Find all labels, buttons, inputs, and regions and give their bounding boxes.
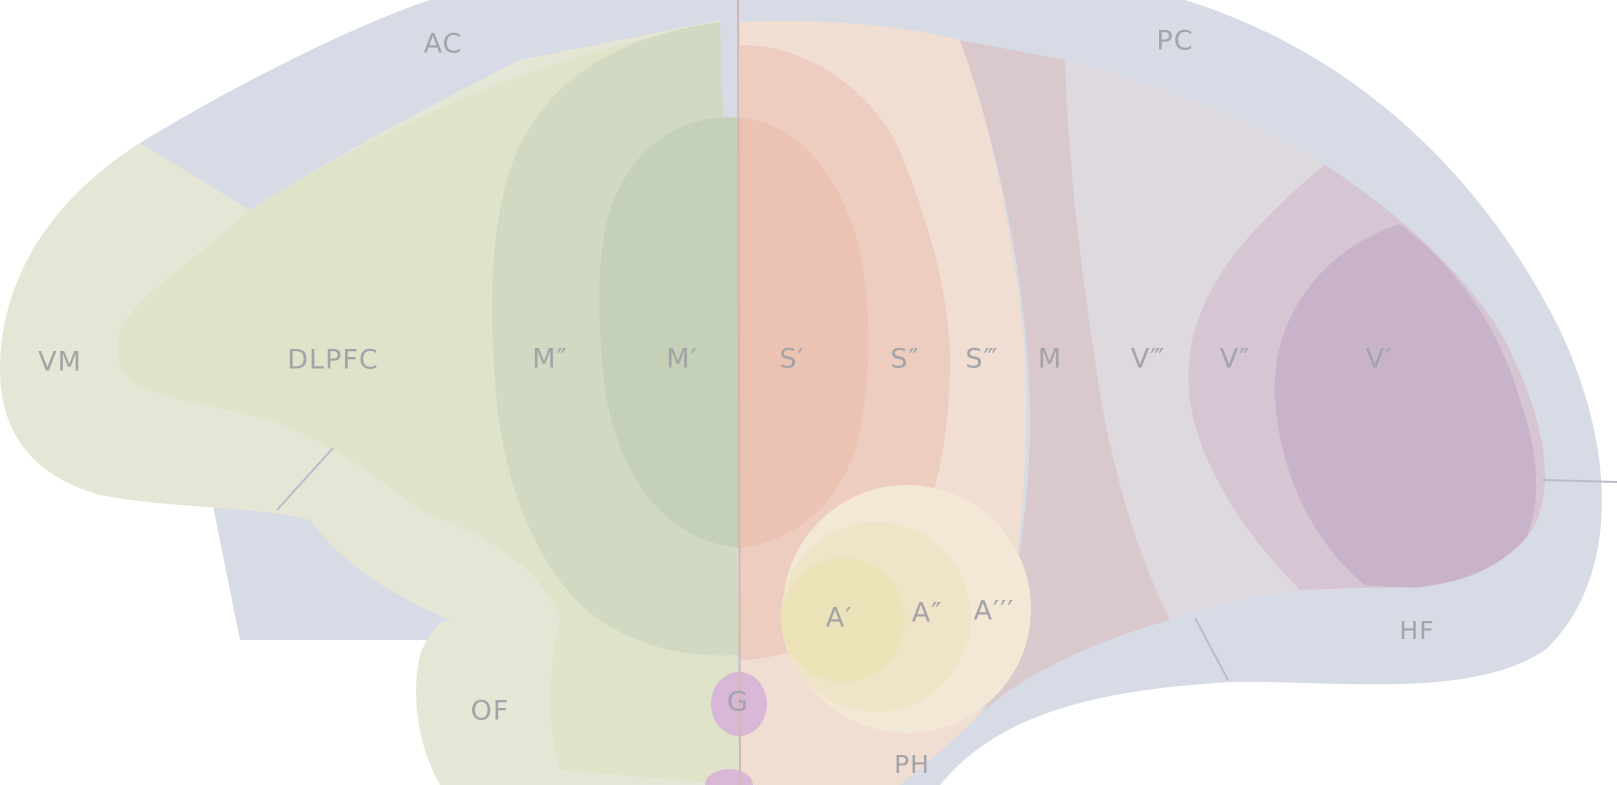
label-vm: VM bbox=[38, 347, 82, 378]
label-s1: S′ bbox=[779, 344, 804, 375]
motion-region bbox=[960, 40, 1170, 710]
band-edge-line bbox=[1541, 479, 1617, 483]
label-m1: M′ bbox=[666, 344, 697, 375]
label-hf: HF bbox=[1399, 616, 1434, 645]
vm-boundary-line bbox=[276, 447, 334, 511]
label-v3: V‴ bbox=[1131, 344, 1166, 375]
label-s3: S‴ bbox=[965, 344, 998, 375]
label-a3: A′′′ bbox=[974, 596, 1015, 627]
gustatory-lower-region bbox=[705, 769, 753, 785]
label-a2: A″ bbox=[912, 598, 943, 629]
visual-primary-region bbox=[1274, 224, 1537, 588]
label-pc: PC bbox=[1156, 26, 1193, 57]
label-m2: M″ bbox=[532, 344, 567, 375]
auditory-primary-region bbox=[781, 558, 905, 682]
somatosensory-primary-region bbox=[740, 118, 869, 548]
label-ph: PH bbox=[894, 750, 930, 779]
limbic-band-lower bbox=[900, 520, 1555, 785]
label-dlpfc: DLPFC bbox=[287, 345, 379, 376]
label-ac: AC bbox=[424, 29, 463, 60]
label-s2: S″ bbox=[890, 344, 919, 375]
label-v1: V′ bbox=[1366, 344, 1393, 375]
label-a1: A′ bbox=[826, 603, 853, 634]
label-of: OF bbox=[471, 696, 510, 727]
motor-primary-region bbox=[599, 117, 740, 548]
label-m: M bbox=[1038, 344, 1062, 375]
central-divider bbox=[737, 0, 741, 785]
label-g: G bbox=[727, 687, 749, 718]
hf-boundary-line bbox=[1194, 617, 1229, 681]
label-v2: V″ bbox=[1220, 344, 1251, 375]
